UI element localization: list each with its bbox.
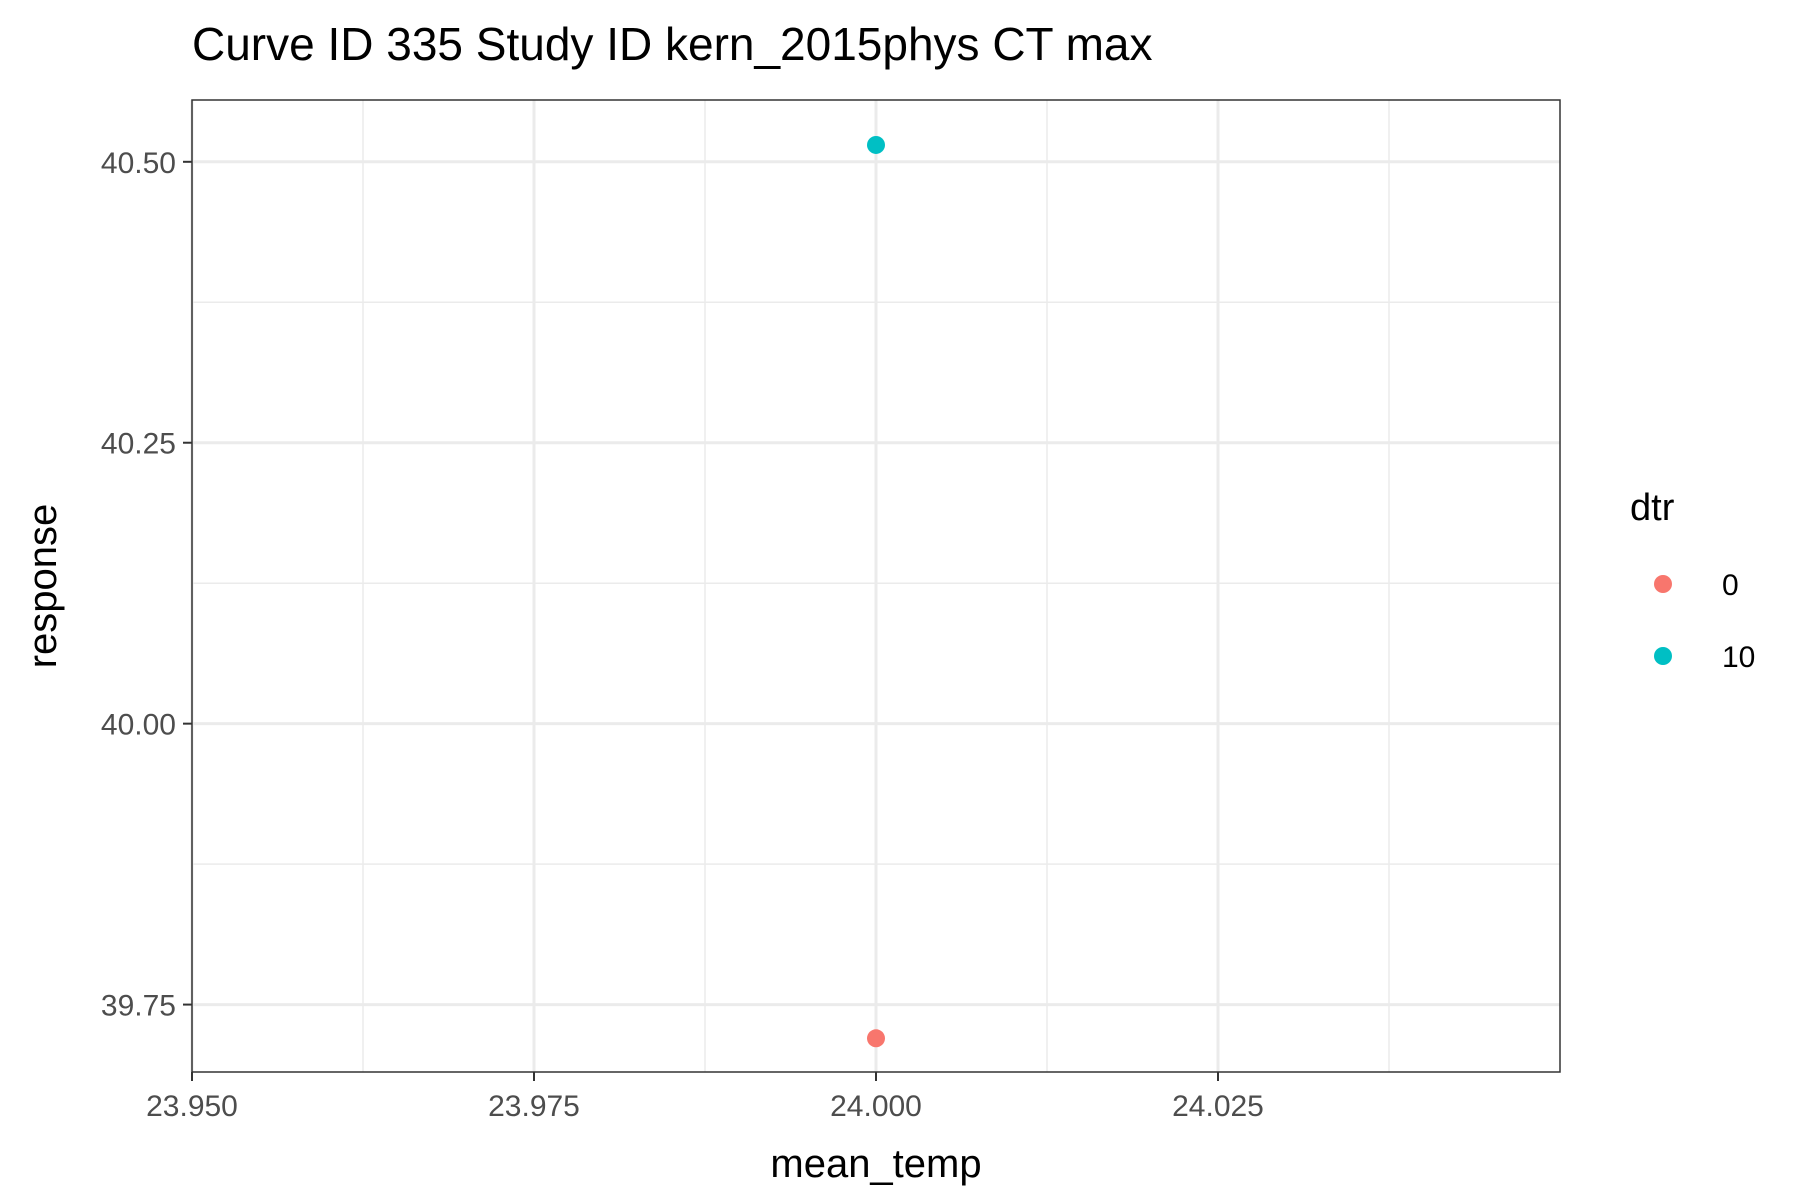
legend-label-0: 0 [1722,569,1739,602]
x-tick-label: 24.025 [1172,1090,1264,1123]
x-tick-label: 23.950 [146,1090,238,1123]
x-axis: 23.950 23.975 24.000 24.025 [146,1072,1264,1123]
x-tick-label: 23.975 [488,1090,580,1123]
x-axis-title: mean_temp [770,1142,981,1186]
legend: dtr 0 10 [1630,487,1755,674]
legend-key-0 [1654,575,1672,593]
y-tick-label: 40.00 [101,709,176,742]
data-point-dtr-10 [867,135,885,154]
y-axis-title: response [21,504,65,669]
legend-label-10: 10 [1722,641,1755,674]
chart-title: Curve ID 335 Study ID kern_2015phys CT m… [192,18,1153,70]
y-tick-label: 39.75 [101,990,176,1023]
legend-entries: 0 10 [1654,569,1755,674]
legend-key-10 [1654,647,1672,665]
data-points [867,135,885,1048]
y-axis: 39.75 40.00 40.25 40.50 [101,147,192,1023]
y-tick-label: 40.25 [101,428,176,461]
y-tick-label: 40.50 [101,147,176,180]
data-point-dtr-0 [867,1029,885,1048]
x-tick-label: 24.000 [830,1090,922,1123]
legend-title: dtr [1630,487,1675,529]
